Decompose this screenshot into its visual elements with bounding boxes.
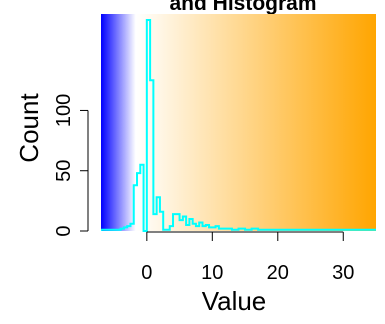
y-tick-label-2: 100 [53,94,75,127]
y-axis: 0 50 100 [53,94,89,237]
plot-background-gradient [101,14,376,231]
y-tick-label-0: 0 [53,225,75,236]
y-tick-label-1: 50 [53,160,75,182]
chart-title: and Histogram [169,0,316,15]
x-axis-label: Value [202,286,267,316]
y-axis-label: Count [14,93,44,163]
x-axis: 0 10 20 30 [141,231,354,284]
x-tick-label-1: 10 [201,262,223,284]
x-tick-label-2: 20 [267,262,289,284]
x-tick-label-3: 30 [332,262,354,284]
x-tick-label-0: 0 [141,262,152,284]
histogram-series-0 [101,19,376,232]
